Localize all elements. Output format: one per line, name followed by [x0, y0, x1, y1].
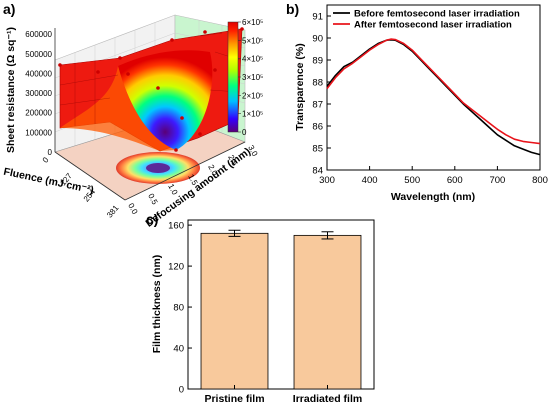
y-tick-label-c: 40: [173, 344, 184, 355]
z-tick-label: 600000: [25, 30, 52, 39]
bar: [200, 232, 269, 390]
z-tick-label: 0: [48, 148, 53, 157]
x-tick-label: 0: [41, 155, 51, 165]
surface-point: [126, 72, 130, 76]
surface-point: [198, 132, 202, 136]
y-tick-label-b: 88: [312, 78, 323, 89]
z-tick-label: 400000: [25, 69, 52, 78]
x-tick-label-b: 800: [532, 175, 548, 186]
legend-label-b: After femtosecond laser irradiation: [354, 20, 512, 31]
surface-point: [174, 148, 178, 152]
category-label: Pristine film: [204, 393, 264, 405]
surface-point: [96, 70, 100, 74]
surface-well: [118, 50, 213, 150]
y-tick-label-b: 89: [312, 56, 323, 67]
x-tick-label: 381: [105, 203, 121, 219]
surface-front-fold: [60, 66, 176, 151]
y-tick-label-b: 91: [312, 12, 323, 23]
colorbar-tick-label: 2×10⁵: [242, 91, 263, 100]
x-tick-label-b: 700: [489, 175, 505, 186]
panel-b-line-chart: b) 84 85 86 87 88 89 90 91 300 400 500 600 700 800 B…: [286, 1, 548, 203]
z-axis-title: Sheet resistance (Ω sq⁻¹): [5, 27, 17, 153]
colorbar-tick-label: 0: [242, 128, 247, 137]
z-tick-label: 200000: [25, 109, 52, 118]
y-axis-title-b: Transparence (%): [294, 43, 306, 131]
surface-point: [180, 116, 184, 120]
colorbar-tick-labels: 0 1×10⁵ 2×10⁵ 3×10⁵ 4×10⁵ 5×10⁵ 6×10⁵: [238, 18, 263, 137]
legend-b: Before femtosecond laser irradiationAfte…: [333, 9, 520, 31]
x-tick-label-b: 400: [362, 175, 378, 186]
z-tick-label: 300000: [25, 89, 52, 98]
colorbar-tick-label: 6×10⁵: [242, 18, 263, 27]
z-tick-labels: 0 100000 200000 300000 400000 500000 600000: [25, 30, 52, 157]
series-line-before: [326, 38, 541, 156]
surface-point: [240, 27, 244, 31]
x-tick-label-b: 600: [447, 175, 463, 186]
y-tick-label-b: 84: [312, 166, 323, 177]
y-tick-label-c: 0: [179, 385, 184, 396]
y-ticks-b: 84 85 86 87 88 89 90 91: [312, 12, 331, 177]
colorbar: [227, 21, 239, 133]
colorbar-tick-label: 5×10⁵: [242, 36, 263, 45]
x-ticks-b: 300 400 500 600 700 800: [319, 166, 548, 186]
y-axis-title-c: Film thickness (nm): [151, 255, 163, 354]
y-tick-label-b: 87: [312, 100, 323, 111]
y-tick-label: 0.0: [126, 202, 139, 217]
surface-point: [203, 30, 207, 34]
surface-data-points: [58, 27, 244, 152]
x-axis-title-b: Wavelength (nm): [391, 191, 475, 203]
surface-mesh: [59, 32, 241, 126]
y-tick-label-b: 85: [312, 144, 323, 155]
z-tick-label: 100000: [25, 128, 52, 137]
panel-b-letter: b): [286, 1, 299, 17]
colorbar-tick-label: 4×10⁵: [242, 55, 263, 64]
panel-a-3d-surface: a): [2, 1, 263, 230]
y-tick-label-b: 90: [312, 34, 323, 45]
panel-c-letter: c): [146, 211, 158, 227]
y-tick-label-c: 120: [168, 262, 184, 273]
surface-point: [118, 56, 122, 60]
legend-label-b: Before femtosecond laser irradiation: [354, 9, 520, 20]
x-tick-label-b: 500: [404, 175, 420, 186]
y-ticks-c: 0 40 80 120 160: [168, 221, 192, 396]
y-tick-label-c: 160: [168, 221, 184, 232]
plot-frame-c: [187, 219, 375, 390]
surface-point: [170, 38, 174, 42]
surface-point: [156, 86, 160, 90]
colorbar-tick-label: 1×10⁵: [242, 110, 263, 119]
panel-c-bar-chart: c) 0 40 80 120 160 Pristine film Irradiated f…: [146, 211, 375, 405]
surface-point: [58, 63, 62, 67]
y-tick-label: 0.5: [146, 192, 159, 207]
panel-a-letter: a): [3, 1, 15, 17]
z-tick-label: 500000: [25, 50, 52, 59]
colorbar-tick-label: 3×10⁵: [242, 73, 263, 82]
x-tick-label-b: 300: [319, 175, 335, 186]
y-tick-label-c: 80: [173, 303, 184, 314]
series-lines-b: [326, 38, 541, 156]
x-axis-line: [54, 151, 126, 201]
bar: [293, 234, 362, 390]
category-label: Irradiated film: [293, 393, 362, 405]
y-axis-line: [124, 141, 246, 201]
surface-point: [213, 68, 217, 72]
floor-contour-core: [146, 163, 170, 173]
series-line-after: [326, 38, 541, 145]
y-tick-label-b: 86: [312, 122, 323, 133]
bars-c: Pristine film Irradiated film: [200, 229, 362, 405]
